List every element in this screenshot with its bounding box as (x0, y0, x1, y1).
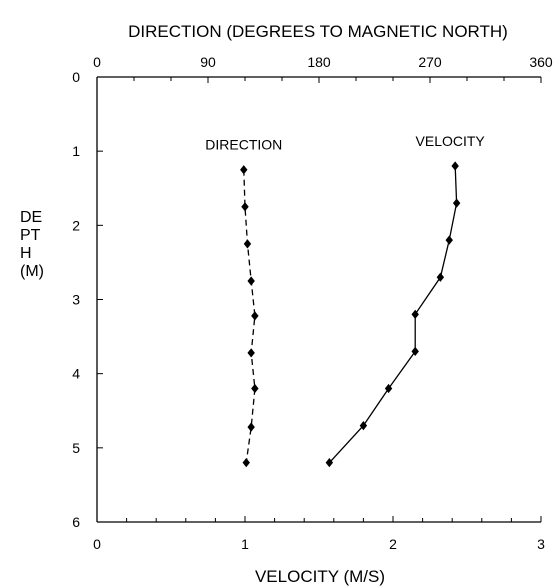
depth-axis-title-line: PT (20, 227, 41, 244)
depth-axis-title-line: H (20, 245, 32, 262)
bottom-axis-tick-label: 0 (93, 536, 101, 552)
direction-point (243, 239, 252, 249)
direction-point (240, 165, 248, 175)
direction-point (247, 422, 255, 432)
depth-axis-tick-label: 5 (72, 440, 80, 456)
direction-line (243, 169, 256, 463)
top-axis-tick-label: 360 (529, 54, 553, 70)
velocity-series-label: VELOCITY (416, 133, 486, 149)
direction-point (247, 348, 255, 358)
top-axis-tick-label: 270 (418, 54, 442, 70)
top-axis-tick-label: 0 (93, 54, 101, 70)
velocity-point (325, 458, 334, 468)
bottom-axis-title: VELOCITY (M/S) (255, 567, 385, 586)
direction-point (242, 458, 250, 468)
depth-axis-tick-label: 4 (72, 366, 80, 382)
depth-axis-title-line: DE (20, 209, 42, 226)
velocity-point (411, 346, 419, 357)
velocity-point (384, 383, 393, 394)
velocity-line (328, 165, 458, 464)
bottom-axis-tick-label: 2 (389, 536, 397, 552)
direction-point (241, 202, 249, 212)
velocity-point (359, 420, 368, 431)
depth-axis-tick-label: 0 (72, 69, 80, 85)
bottom-axis-tick-label: 1 (241, 536, 249, 552)
top-axis-title: DIRECTION (DEGREES TO MAGNETIC NORTH) (128, 22, 508, 41)
direction-point (251, 311, 259, 321)
depth-axis-tick-label: 1 (72, 143, 80, 159)
top-axis-tick-label: 180 (307, 54, 331, 70)
top-axis-tick-label: 90 (200, 54, 216, 70)
velocity-point (452, 198, 461, 208)
velocity-point (436, 272, 445, 282)
depth-axis-title-line: (M) (20, 263, 44, 280)
depth-axis-tick-label: 3 (72, 292, 80, 308)
direction-point (247, 276, 255, 286)
depth-axis-tick-label: 6 (72, 514, 80, 530)
plot-area: 0 90 180 270 360 0 1 2 3 0 1 2 3 4 5 6 DIRECTION VELOCITY (72, 54, 553, 552)
velocity-point (451, 161, 459, 171)
velocity-point (445, 235, 453, 245)
velocity-point (411, 309, 419, 319)
direction-series-label: DIRECTION (205, 137, 282, 153)
bottom-axis-tick-label: 3 (537, 536, 545, 552)
direction-point (251, 383, 259, 394)
depth-axis-tick-label: 2 (72, 217, 80, 233)
